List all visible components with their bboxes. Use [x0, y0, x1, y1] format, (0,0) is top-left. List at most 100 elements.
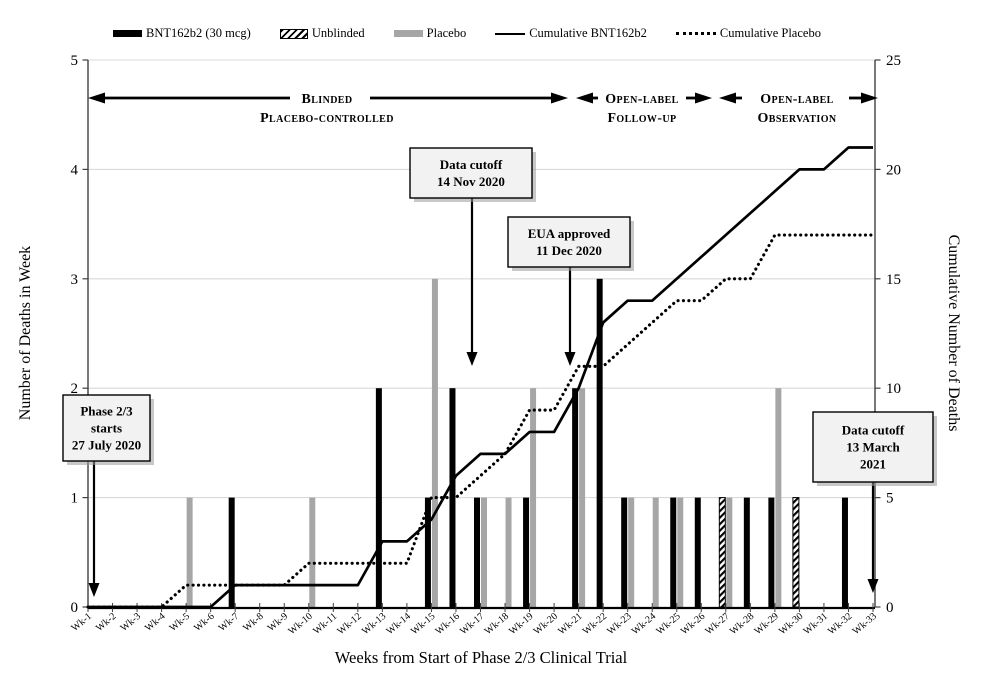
- annotation-box: [409, 147, 533, 199]
- cumulative-bnt162b2-line: [88, 146, 873, 609]
- x-axis-tick-label: Wk-27: [703, 611, 731, 637]
- phase-label-line2: Follow-up: [607, 111, 676, 126]
- annotation-text-line: 13 March: [846, 440, 900, 455]
- x-axis-tick-label: Wk-15: [409, 611, 437, 637]
- bar-bnt162b2-wk-15: [424, 497, 431, 607]
- x-axis-tick-label: Wk-23: [605, 611, 633, 637]
- right-axis-tick-label: 20: [886, 162, 901, 178]
- phase-right-arrowhead-icon: [551, 92, 568, 104]
- annotation-text-line: starts: [91, 421, 122, 436]
- annotation-box: [62, 394, 151, 462]
- annotation-text-line: Data cutoff: [842, 423, 905, 438]
- legend-swatch-hatched-bar-icon: [279, 28, 308, 39]
- annotation-phase-start: Phase 2/3 starts 27 July 2020: [62, 394, 154, 597]
- bar-bnt162b2-wk-21: [572, 388, 579, 607]
- legend-label-cumulative-bnt162b2: Cumulative BNT162b2: [529, 26, 647, 40]
- annotation-arrowhead-icon: [564, 352, 576, 366]
- bar-placebo-wk-19: [530, 388, 537, 607]
- annotation-data-cutoff-nov: Data cutoff 14 Nov 2020: [409, 147, 536, 366]
- bar-bnt162b2-wk-32: [841, 497, 848, 607]
- x-axis-tick-label: Wk-26: [679, 611, 707, 637]
- bar-bnt162b2-wk-19: [523, 497, 530, 607]
- annotation-box: [812, 411, 934, 483]
- x-axis-tick-label: Wk-28: [728, 611, 756, 637]
- x-axis-tick-label: Wk-9: [266, 611, 291, 634]
- annotation-text-line: Data cutoff: [440, 157, 503, 172]
- bar-placebo-wk-29: [775, 388, 782, 607]
- x-axis-tick-label: Wk-3: [118, 611, 143, 634]
- left-axis-tick-label: 5: [71, 53, 79, 69]
- bar-bnt162b2-wk-22: [596, 278, 603, 607]
- annotation-text-line: EUA approved: [528, 226, 611, 241]
- x-axis-tick-label: Wk-33: [851, 611, 879, 637]
- bar-placebo-wk-5: [186, 497, 193, 607]
- right-axis-tick-label: 5: [886, 491, 894, 507]
- bar-placebo-wk-24: [652, 497, 659, 607]
- phase-label-line2: Placebo-controlled: [260, 111, 394, 126]
- x-axis-tick-label: Wk-24: [630, 611, 658, 637]
- right-axis-tick-label: 25: [886, 53, 901, 69]
- bar-bnt162b2-wk-13: [375, 388, 382, 607]
- legend-label-unblinded: Unblinded: [311, 26, 365, 40]
- x-axis-tick-label: Wk-2: [94, 611, 119, 634]
- left-axis-tick-label: 3: [71, 272, 79, 288]
- legend-item-cumulative-placebo: Cumulative Placebo: [675, 26, 821, 41]
- left-axis-tick-label: 4: [71, 162, 79, 178]
- bar-placebo-wk-10: [309, 497, 316, 607]
- phase-right-arrowhead-icon: [695, 92, 712, 104]
- cumulative-placebo-line: [86, 233, 875, 609]
- annotation-box: [507, 216, 631, 268]
- annotation-eua-approved: EUA approved 11 Dec 2020: [507, 216, 634, 366]
- x-axis-tick-label: Wk-11: [311, 611, 339, 637]
- legend-label-placebo: Placebo: [426, 26, 467, 40]
- bar-bnt162b2-wk-7: [228, 497, 235, 607]
- x-axis-tick-label: Wk-18: [483, 611, 511, 637]
- x-axis-title: Weeks from Start of Phase 2/3 Clinical T…: [334, 648, 628, 667]
- bar-placebo-wk-25: [677, 497, 684, 607]
- left-axis-tick-label: 1: [71, 491, 79, 507]
- chart-legend: BNT162b2 (30 mcg) Unblinded Placebo Cumu…: [113, 26, 821, 41]
- x-axis-tick-label: Wk-22: [581, 611, 609, 637]
- x-axis-tick-label: Wk-17: [458, 611, 486, 637]
- bar-bnt162b2-wk-28: [743, 497, 750, 607]
- bar-bnt162b2-wk-26: [694, 497, 701, 607]
- annotation-text-line: 2021: [860, 457, 886, 472]
- bar-placebo-wk-17: [481, 497, 487, 607]
- bar-bnt162b2-wk-25: [670, 497, 677, 607]
- right-axis-tick-label: 15: [886, 272, 901, 288]
- x-axis-tick-label: Wk-30: [777, 611, 805, 637]
- phase-left-arrowhead-icon: [719, 92, 736, 104]
- x-axis-tick-label: Wk-14: [384, 611, 412, 637]
- phase-left-arrowhead-icon: [88, 92, 105, 104]
- legend-swatch-solid-line-icon: [495, 32, 526, 35]
- left-axis-tick-label: 2: [71, 381, 79, 397]
- left-axis-tick-label: 0: [71, 600, 79, 616]
- right-axis-tick-label: 0: [886, 600, 894, 616]
- annotation-arrowhead-icon: [466, 352, 478, 366]
- bar-bnt162b2-wk-29: [768, 497, 775, 607]
- right-axis-tick-label: 10: [886, 381, 901, 397]
- bar-placebo-wk-27: [726, 497, 733, 607]
- phase-label-line1: Open-label: [760, 92, 833, 107]
- phase-label-line1: Blinded: [301, 92, 352, 107]
- bar-placebo-wk-15: [431, 278, 438, 607]
- legend-label-bnt162b2: BNT162b2 (30 mcg): [146, 26, 251, 40]
- x-axis-tick-label: Wk-25: [654, 611, 682, 637]
- bar-unblinded-wk-30: [792, 497, 800, 608]
- annotation-arrowhead-icon: [867, 579, 879, 593]
- bar-placebo-wk-18: [505, 497, 512, 607]
- annotation-text-line: Phase 2/3: [80, 404, 133, 419]
- bar-placebo-wk-21: [579, 388, 586, 607]
- bar-bnt162b2-wk-23: [621, 497, 628, 607]
- x-axis-tick-label: Wk-7: [217, 611, 242, 634]
- x-axis-tick-label: Wk-10: [286, 611, 314, 637]
- legend-item-unblinded: Unblinded: [279, 26, 365, 41]
- phase-blinded-placebo-controlled: Blinded Placebo-controlled: [88, 92, 568, 126]
- x-axis-tick-label: Wk-8: [241, 611, 266, 634]
- x-axis-tick-label: Wk-20: [532, 611, 560, 637]
- annotation-text-line: 27 July 2020: [72, 438, 141, 453]
- annotation-data-cutoff-march: Data cutoff 13 March 2021: [812, 411, 937, 593]
- x-axis-tick-label: Wk-29: [752, 611, 780, 637]
